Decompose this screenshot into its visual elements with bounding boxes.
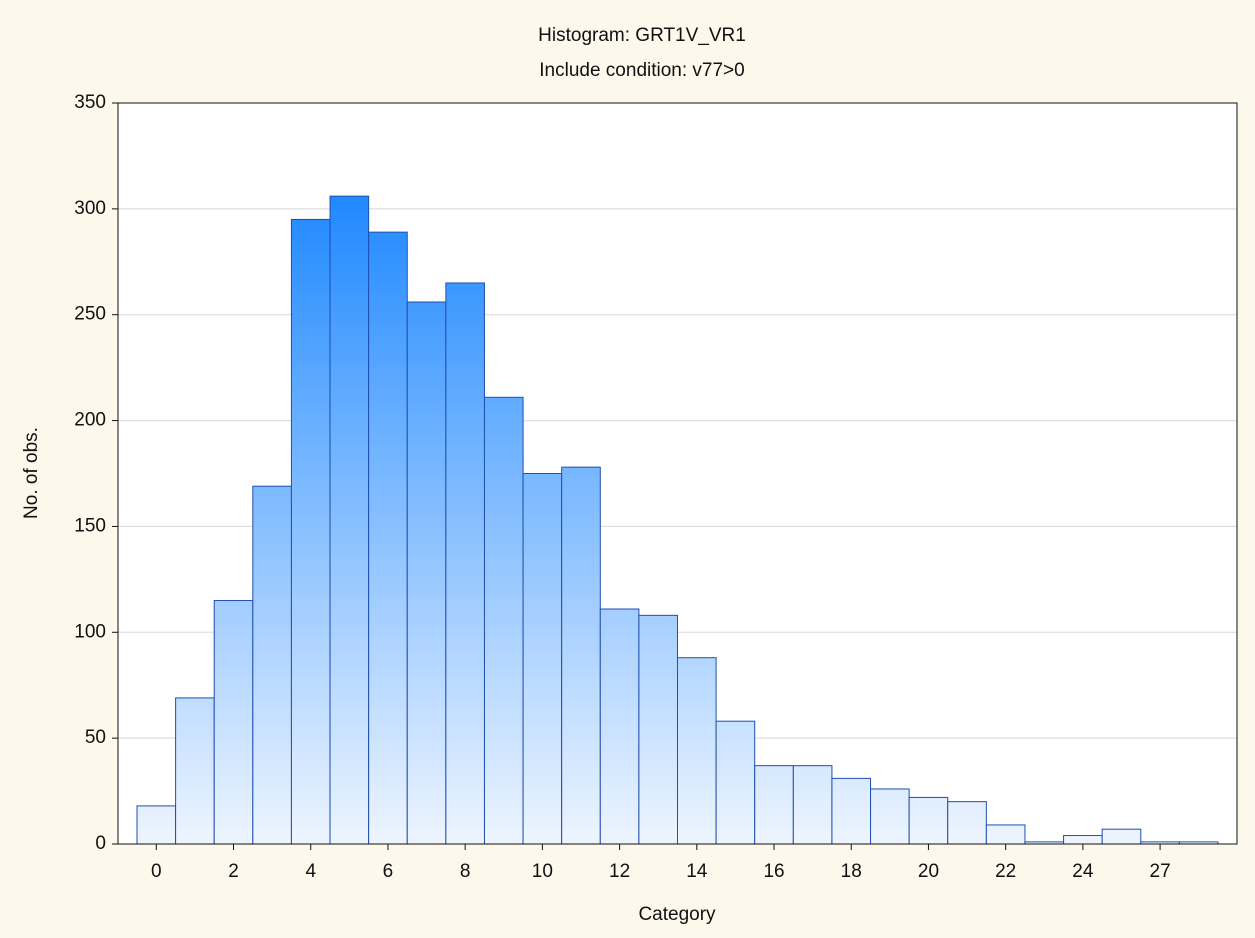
bar <box>561 466 601 845</box>
bar <box>792 765 833 845</box>
x-tick-label: 14 <box>686 861 708 882</box>
bar <box>599 608 640 845</box>
bar <box>213 600 254 845</box>
y-tick-label: 150 <box>74 515 106 536</box>
x-tick-label: 4 <box>305 861 316 882</box>
y-axis-label: No. of obs. <box>21 427 42 519</box>
x-tick-label: 10 <box>532 861 553 882</box>
x-tick-label: 27 <box>1150 861 1171 882</box>
bar <box>908 796 949 845</box>
y-tick-label: 250 <box>74 304 106 325</box>
y-tick-label: 100 <box>74 621 106 642</box>
y-tick-label: 0 <box>95 833 106 854</box>
x-tick-label: 22 <box>995 861 1016 882</box>
bar <box>715 720 756 845</box>
x-tick-label: 24 <box>1072 861 1094 882</box>
bar <box>1101 828 1142 845</box>
bar <box>368 231 408 845</box>
bar <box>870 788 910 845</box>
bar <box>985 824 1026 845</box>
bar <box>1063 835 1103 845</box>
bar <box>754 765 794 845</box>
x-tick-label: 2 <box>228 861 239 882</box>
bar <box>290 218 331 845</box>
x-tick-label: 20 <box>918 861 939 882</box>
y-tick-label: 200 <box>74 410 106 431</box>
bar <box>483 396 524 845</box>
bar <box>445 282 485 845</box>
bar <box>329 195 370 845</box>
bar <box>406 301 447 845</box>
bar <box>252 485 292 845</box>
x-tick-label: 6 <box>383 861 394 882</box>
x-tick-label: 0 <box>151 861 162 882</box>
bar <box>136 805 177 845</box>
chart-title: Histogram: GRT1V_VR1 <box>538 25 746 46</box>
y-tick-label: 300 <box>74 198 106 219</box>
y-tick-label: 50 <box>85 727 106 748</box>
x-axis-label: Category <box>638 904 716 925</box>
bar <box>677 657 717 845</box>
x-tick-label: 12 <box>609 861 630 882</box>
y-tick-label: 350 <box>74 92 106 113</box>
bar <box>947 801 987 845</box>
bar <box>831 777 872 845</box>
bar <box>638 614 679 845</box>
x-tick-label: 8 <box>460 861 471 882</box>
x-tick-label: 16 <box>763 861 784 882</box>
bar <box>522 473 563 845</box>
x-tick-label: 18 <box>841 861 862 882</box>
chart-subtitle: Include condition: v77>0 <box>539 60 744 81</box>
bar <box>175 697 215 845</box>
plot-frame <box>117 102 1238 845</box>
